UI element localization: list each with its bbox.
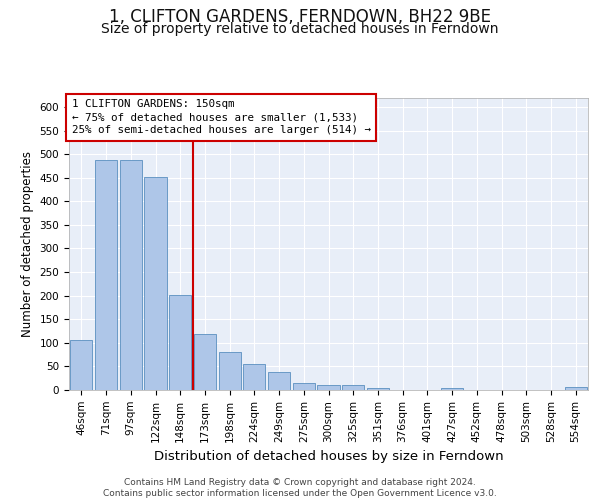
Text: Contains HM Land Registry data © Crown copyright and database right 2024.
Contai: Contains HM Land Registry data © Crown c… (103, 478, 497, 498)
Bar (293, 383, 315, 390)
Bar (218, 352, 241, 390)
Bar (70, 340, 92, 390)
Bar (194, 334, 216, 390)
Bar (169, 294, 191, 390)
Bar (243, 364, 265, 390)
Y-axis label: Number of detached properties: Number of detached properties (21, 151, 34, 337)
Bar (145, 177, 167, 390)
Bar (565, 386, 587, 390)
Text: 1, CLIFTON GARDENS, FERNDOWN, BH22 9BE: 1, CLIFTON GARDENS, FERNDOWN, BH22 9BE (109, 8, 491, 26)
Bar (119, 160, 142, 390)
Bar (317, 386, 340, 390)
Bar (95, 160, 117, 390)
Bar (268, 372, 290, 390)
X-axis label: Distribution of detached houses by size in Ferndown: Distribution of detached houses by size … (154, 450, 503, 463)
Text: 1 CLIFTON GARDENS: 150sqm
← 75% of detached houses are smaller (1,533)
25% of se: 1 CLIFTON GARDENS: 150sqm ← 75% of detac… (71, 99, 371, 136)
Bar (441, 388, 463, 390)
Bar (367, 388, 389, 390)
Text: Size of property relative to detached houses in Ferndown: Size of property relative to detached ho… (101, 22, 499, 36)
Bar (342, 386, 364, 390)
